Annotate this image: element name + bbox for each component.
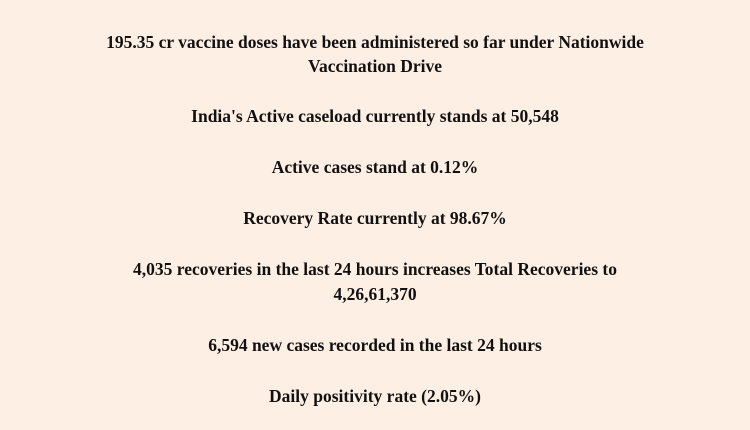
recovery-rate-statement: Recovery Rate currently at 98.67%: [243, 208, 507, 228]
vaccination-statement-line-2: Vaccination Drive: [308, 56, 442, 76]
active-cases-percent-statement: Active cases stand at 0.12%: [271, 157, 479, 177]
recoveries-statement-line-2: 4,26,61,370: [333, 284, 417, 304]
recoveries-statement-line-1: 4,035 recoveries in the last 24 hours in…: [133, 259, 617, 279]
positivity-rate-statement: Daily positivity rate (2.05%): [269, 386, 481, 406]
active-caseload-statement: India's Active caseload currently stands…: [191, 106, 559, 126]
new-cases-statement: 6,594 new cases recorded in the last 24 …: [208, 335, 542, 355]
vaccination-statement-line-1: 195.35 cr vaccine doses have been admini…: [106, 32, 644, 52]
